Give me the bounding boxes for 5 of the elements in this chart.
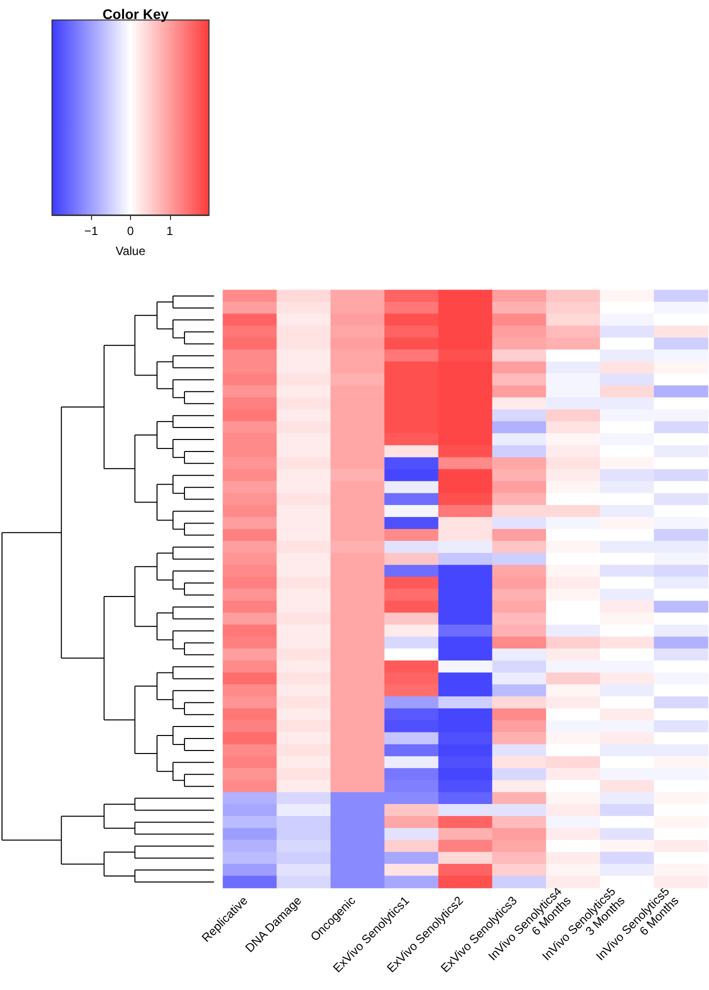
color-bar-title: Value: [116, 244, 146, 258]
color-bar-label: 1: [166, 224, 174, 238]
color-bar-label: −1: [84, 224, 98, 238]
color-bar-label: 0: [127, 224, 134, 238]
chart-title: Color Key: [102, 6, 169, 22]
